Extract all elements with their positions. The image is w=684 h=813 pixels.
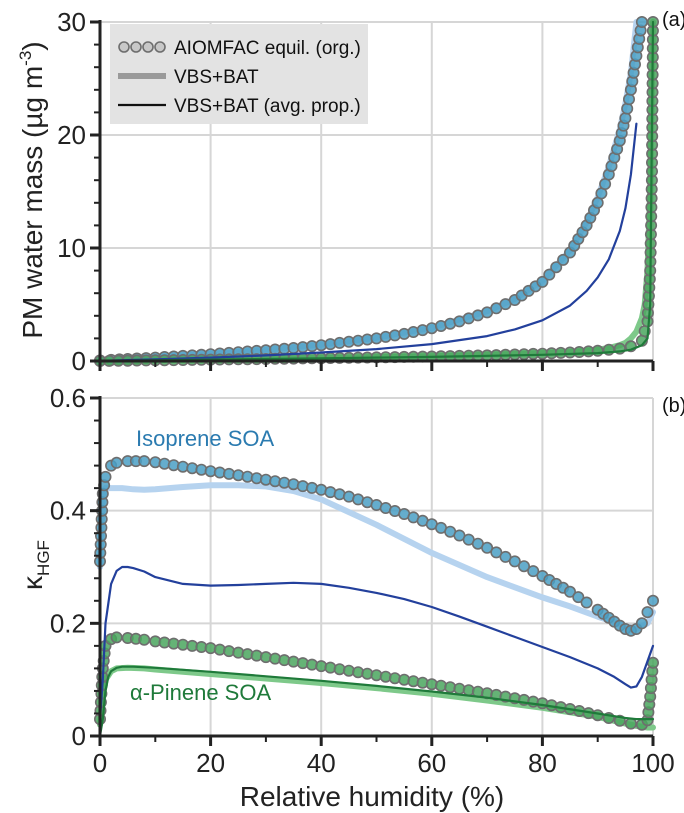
- marker-isoprene-aiomfac-81: [635, 15, 648, 28]
- marker-isoprene-aiomfac-10: [99, 470, 112, 483]
- legend-symbol-circle-3: [154, 41, 166, 53]
- panel-b-y-axis-title-subscript: HGF: [34, 540, 53, 576]
- marker-isoprene-aiomfac-74: [641, 606, 654, 619]
- marker-alpha-pinene-aiomfac-14: [138, 633, 151, 646]
- marker-isoprene-aiomfac-72: [622, 93, 635, 106]
- marker-isoprene-aiomfac-49: [536, 275, 549, 288]
- marker-isoprene-aiomfac-52: [557, 253, 570, 266]
- marker-isoprene-aiomfac-75: [646, 594, 659, 607]
- marker-isoprene-aiomfac-71: [621, 102, 634, 115]
- panel-b-x-tick-label-3: 60: [417, 748, 446, 778]
- marker-isoprene-aiomfac-51: [550, 261, 563, 274]
- panel-a-y-axis-title-superscript: -3: [16, 51, 35, 66]
- annotation-alpha-pinene-soa: α-Pinene SOA: [130, 680, 271, 705]
- panel-b-x-tick-label-2: 40: [307, 748, 336, 778]
- panel-a-y-tick-label-1: 10: [57, 233, 86, 263]
- panel-b-y-tick-label-2: 0.4: [50, 496, 86, 526]
- marker-alpha-pinene-aiomfac-11: [110, 631, 123, 644]
- panel-a-y-axis-title-main: PM water mass (µg m: [17, 66, 48, 339]
- panel-a-y-axis-title: PM water mass (µg m-3): [16, 41, 48, 338]
- panel-b-x-tick-label-0: 0: [93, 748, 107, 778]
- marker-isoprene-aiomfac-52: [481, 541, 494, 554]
- legend: AIOMFAC equil. (org.) VBS+BAT VBS+BAT (a…: [110, 24, 368, 124]
- panel-a-series: [94, 15, 659, 367]
- panel-b-tick-labels: 0 0.2 0.4 0.6 0 20 40 60 80 100: [50, 383, 675, 778]
- panel-a-y-tick-label-0: 0: [72, 346, 86, 376]
- panel-a-y-tick-label-2: 20: [57, 120, 86, 150]
- marker-isoprene-aiomfac-55: [508, 555, 521, 568]
- panel-b-x-tick-label-5: 100: [631, 748, 674, 778]
- marker-isoprene-aiomfac-53: [490, 546, 503, 559]
- panel-b-y-tick-label-1: 0.2: [50, 608, 86, 638]
- marker-isoprene-aiomfac-73: [635, 617, 648, 630]
- panel-b-y-axis-title-kappa: κ: [17, 575, 48, 590]
- series-alpha-pinene-vbs-bat-avg-prop: [98, 665, 655, 738]
- marker-isoprene-aiomfac-15: [138, 455, 151, 468]
- annotation-isoprene-soa: Isoprene SOA: [136, 426, 275, 451]
- panel-b-y-tick-label-3: 0.6: [50, 383, 86, 413]
- panel-a-y-tick-label-3: 30: [57, 7, 86, 37]
- panel-b-y-axis-title: κHGF: [17, 540, 53, 590]
- legend-symbol-circle-2: [142, 41, 154, 53]
- series-isoprene-vbs-bat-avg-prop: [98, 565, 655, 721]
- legend-entry-aiomfac: AIOMFAC equil. (org.): [174, 38, 361, 59]
- panel-a-tick-labels: 0 10 20 30: [57, 7, 86, 376]
- panel-b-y-tick-label-0: 0: [72, 721, 86, 751]
- marker-isoprene-aiomfac-56: [517, 560, 530, 573]
- x-axis-title: Relative humidity (%): [240, 781, 505, 812]
- panel-a-label: (a): [662, 9, 684, 31]
- marker-alpha-pinene-aiomfac-54: [591, 344, 604, 357]
- panel-b-x-tick-label-1: 20: [196, 748, 225, 778]
- marker-isoprene-aiomfac-63: [572, 591, 585, 604]
- marker-isoprene-aiomfac-62: [563, 585, 576, 598]
- panel-a-y-axis-title-close: ): [17, 41, 48, 50]
- legend-symbol-circle-0: [118, 41, 130, 53]
- marker-isoprene-aiomfac-54: [499, 550, 512, 563]
- legend-entry-vbs-bat-avg: VBS+BAT (avg. prop.): [174, 96, 361, 117]
- series-alpha-pinene-vbs-bat-avg-prop: [98, 20, 655, 363]
- panel-b-x-tick-label-4: 80: [528, 748, 557, 778]
- legend-symbol-circle-1: [130, 41, 142, 53]
- legend-symbols: [118, 41, 166, 107]
- panel-b-label: (b): [662, 395, 684, 417]
- marker-isoprene-aiomfac-50: [543, 268, 556, 281]
- marker-isoprene-aiomfac-70: [619, 112, 632, 125]
- marker-isoprene-aiomfac-57: [527, 565, 540, 578]
- marker-isoprene-aiomfac-64: [580, 596, 593, 609]
- legend-entry-vbs-bat: VBS+BAT: [174, 67, 259, 88]
- panel-a: 0 10 20 30 PM water mass (µg m-3) (a) AIOMF…: [16, 7, 684, 376]
- panel-b-axes: [90, 396, 655, 746]
- series-isoprene-vbs-bat-avg-prop: [98, 122, 638, 362]
- series-alpha-pinene-aiomfac: [94, 631, 659, 731]
- panel-b: 0 0.2 0.4 0.6 0 20 40 60 80 100 κHGF (b) Isoprene…: [17, 383, 684, 812]
- panel-a-axes: [90, 20, 655, 371]
- marker-isoprene-aiomfac-12: [110, 456, 123, 469]
